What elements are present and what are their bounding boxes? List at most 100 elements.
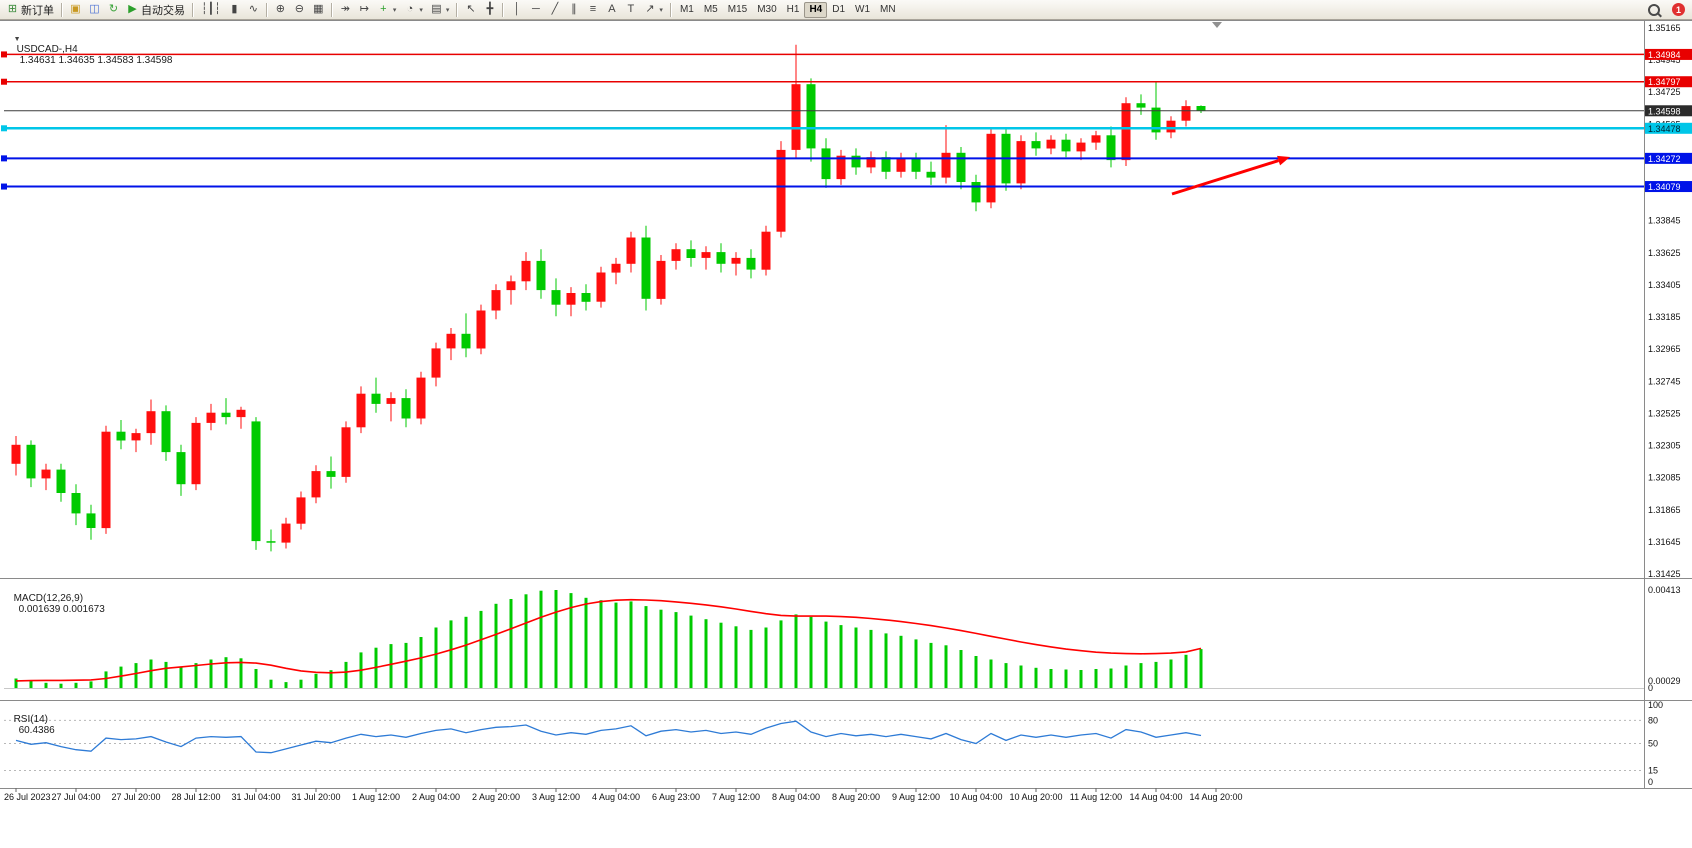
resistance-line-2-anchor[interactable] (1, 78, 7, 85)
dropdown-caret-icon: ▾ (392, 6, 397, 14)
chart-shift-button[interactable]: ↦ (355, 1, 374, 18)
price-label-support-line-blue-1: 1.34272 (1645, 152, 1692, 164)
price-tick-label: 1.32085 (1648, 473, 1681, 483)
time-tick-label: 6 Aug 23:00 (652, 792, 700, 802)
horizontal-line-button[interactable]: ─ (526, 1, 545, 18)
resistance-line-1-anchor[interactable] (1, 51, 7, 58)
channel-button[interactable]: ∥ (564, 1, 583, 18)
price-tick-label: 1.32965 (1648, 344, 1681, 354)
zoom-out-button[interactable]: ⊖ (290, 1, 309, 18)
new-order-button[interactable]: ⊞ 新订单 (3, 1, 58, 18)
zoom-in-button[interactable]: ⊕ (271, 1, 290, 18)
rsi-label: RSI(14) (13, 714, 49, 725)
tile-windows-button[interactable]: ▦ (309, 1, 328, 18)
vertical-line-button[interactable]: │ (507, 1, 526, 18)
time-tick-label: 14 Aug 20:00 (1189, 792, 1242, 802)
macd-histogram (14, 590, 1203, 688)
time-tick-label: 28 Jul 12:00 (171, 792, 220, 802)
rsi-axis-label: 0 (1648, 777, 1653, 787)
time-tick-label: 2 Aug 20:00 (472, 792, 520, 802)
time-axis: 26 Jul 2023 27 Jul 04:00 27 Jul 20:00 28 Ju… (4, 788, 1243, 802)
cursor-button[interactable]: ↖ (461, 1, 480, 18)
svg-text:1.34598: 1.34598 (1648, 106, 1681, 116)
symbol-period-label: USDCAD-,H4 (16, 44, 78, 55)
rsi-axis-label: 80 (1648, 715, 1658, 725)
arrows-button[interactable]: ↗ ▾ (640, 1, 667, 18)
price-tick-label: 1.34725 (1648, 87, 1681, 97)
new-chart-button[interactable]: ▣ (66, 1, 85, 18)
support-line-blue-2-anchor[interactable] (1, 183, 7, 190)
crosshair-button[interactable]: ╋ (480, 1, 499, 18)
bid-price-label: 1.34598 (1645, 105, 1692, 117)
price-tick-label: 1.32305 (1648, 441, 1681, 451)
text-label-button[interactable]: T (621, 1, 640, 18)
timeframe-button-mn[interactable]: MN (875, 2, 901, 18)
macd-label: MACD(12,26,9) (13, 593, 84, 604)
price-label-resistance-line-2: 1.34797 (1645, 76, 1692, 88)
price-tick-label: 1.33625 (1648, 248, 1681, 258)
auto-scroll-icon: ↠ (340, 3, 350, 15)
time-tick-label: 3 Aug 12:00 (532, 792, 580, 802)
trend-arrow-annotation[interactable] (1171, 155, 1290, 196)
price-label-support-line-cyan: 1.34478 (1645, 122, 1692, 134)
price-scale[interactable] (1644, 20, 1692, 788)
one-click-trading-caret[interactable]: ▼ (13, 36, 21, 43)
candlestick-chart-button[interactable]: ▮ (225, 1, 244, 18)
fibonacci-button[interactable]: ≡ (583, 1, 602, 18)
price-tick-label: 1.31865 (1648, 505, 1681, 515)
zoom-in-icon: ⊕ (275, 3, 285, 15)
text-button[interactable]: A (602, 1, 621, 18)
autotrading-button[interactable]: ▶ 自动交易 (123, 1, 189, 18)
rsi-value: 60.4386 (18, 725, 55, 736)
time-scale[interactable] (0, 788, 1692, 806)
time-tick-label: 31 Jul 20:00 (291, 792, 340, 802)
refresh-button[interactable]: ↻ (104, 1, 123, 18)
macd-axis-label: 0.00029 (1648, 676, 1681, 686)
profiles-button[interactable]: ◫ (85, 1, 104, 18)
time-tick-label: 26 Jul 2023 (4, 792, 51, 802)
toolbar-separator (330, 2, 333, 17)
price-tick-label: 1.32525 (1648, 408, 1681, 418)
price-label-resistance-line-1: 1.34984 (1645, 48, 1692, 60)
toolbar-separator (669, 2, 672, 17)
timeframe-button-w1[interactable]: W1 (850, 2, 875, 18)
support-line-cyan-anchor[interactable] (1, 125, 7, 132)
chart-shift-icon: ↦ (359, 3, 369, 15)
timeframe-button-m1[interactable]: M1 (675, 2, 699, 18)
line-chart-button[interactable]: ∿ (244, 1, 263, 18)
toolbar-separator (456, 2, 459, 17)
templates-button[interactable]: ▤ ▾ (427, 1, 454, 18)
svg-text:1.34797: 1.34797 (1648, 77, 1681, 87)
chart-shift-marker[interactable] (1212, 22, 1222, 28)
search-icon[interactable] (1648, 3, 1660, 16)
rsi-header: RSI(14) 60.4386 (8, 703, 55, 736)
time-tick-label: 8 Aug 20:00 (832, 792, 880, 802)
bar-chart-button[interactable]: ┆┃┆ (197, 1, 225, 18)
trendline-button[interactable]: ╱ (545, 1, 564, 18)
timeframe-button-h1[interactable]: H1 (782, 2, 805, 18)
macd-signal-line (15, 598, 1202, 682)
rsi-line (15, 720, 1202, 754)
dropdown-caret-icon: ▾ (419, 6, 423, 14)
timeframe-button-m15[interactable]: M15 (723, 2, 752, 18)
timeframe-button-m5[interactable]: M5 (699, 2, 723, 18)
periods-button[interactable]: ◔ ▾ (400, 1, 427, 18)
notification-badge[interactable]: 1 (1672, 3, 1685, 16)
toolbar-separator (502, 2, 505, 17)
auto-scroll-button[interactable]: ↠ (336, 1, 355, 18)
timeframe-button-h4[interactable]: H4 (804, 1, 828, 18)
bar-chart-icon: ┆┃┆ (201, 3, 221, 15)
profiles-icon: ◫ (89, 3, 100, 15)
dropdown-caret-icon: ▾ (659, 6, 663, 14)
price-tick-label: 1.33845 (1648, 216, 1681, 226)
timeframe-button-m30[interactable]: M30 (752, 2, 781, 18)
dropdown-caret-icon: ▾ (445, 6, 450, 14)
timeframe-button-d1[interactable]: D1 (827, 2, 850, 18)
tile-windows-icon: ▦ (313, 3, 324, 15)
support-line-blue-1-anchor[interactable] (1, 155, 7, 162)
time-tick-label: 8 Aug 04:00 (772, 792, 820, 802)
indicators-button[interactable]: + ▾ (374, 1, 401, 18)
new-chart-icon: ▣ (70, 3, 81, 15)
rsi-axis-label: 100 (1648, 700, 1663, 710)
